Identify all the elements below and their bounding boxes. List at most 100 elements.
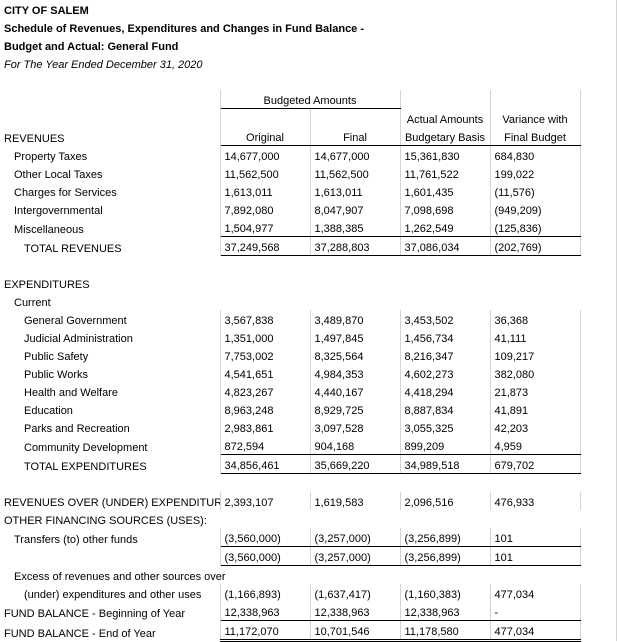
spreadsheet: CITY OF SALEMSchedule of Revenues, Expen… — [0, 0, 617, 642]
cell: 1,613,011 — [220, 182, 310, 200]
cell: 899,209 — [400, 436, 490, 455]
cell: 2,096,516 — [400, 492, 490, 510]
cell: 1,613,011 — [310, 182, 400, 200]
cell: 41,891 — [490, 400, 580, 418]
cell: 34,856,461 — [220, 455, 310, 474]
revenue-row: Other Local Taxes — [0, 164, 220, 182]
cell: 2,983,861 — [220, 418, 310, 436]
final-header: Final — [310, 127, 400, 146]
cell: 15,361,830 — [400, 146, 490, 165]
cell: 1,388,385 — [310, 218, 400, 237]
cell: 4,959 — [490, 436, 580, 455]
cell: (1,166,893) — [220, 584, 310, 602]
cell: 3,489,870 — [310, 310, 400, 328]
cell: 101 — [490, 547, 580, 566]
cell: (125,836) — [490, 218, 580, 237]
cell: 11,562,500 — [220, 164, 310, 182]
cell: (3,257,000) — [310, 547, 400, 566]
cell: 109,217 — [490, 346, 580, 364]
cell: 1,504,977 — [220, 218, 310, 237]
cell: 42,203 — [490, 418, 580, 436]
cell: (3,560,000) — [220, 528, 310, 547]
cell: (949,209) — [490, 200, 580, 218]
cell: 7,753,002 — [220, 346, 310, 364]
cell: 21,873 — [490, 382, 580, 400]
cell: 14,677,000 — [220, 146, 310, 165]
expenditure-row: Judicial Administration — [0, 328, 220, 346]
cell: 35,669,220 — [310, 455, 400, 474]
cell: (3,256,899) — [400, 528, 490, 547]
cell: 3,453,502 — [400, 310, 490, 328]
expenditure-row: Health and Welfare — [0, 382, 220, 400]
cell: 199,022 — [490, 164, 580, 182]
cell: 8,047,907 — [310, 200, 400, 218]
cell: 7,098,698 — [400, 200, 490, 218]
variance-header-1: Variance with — [490, 109, 580, 128]
cell: 34,989,518 — [400, 455, 490, 474]
cell: 101 — [490, 528, 580, 547]
cell: 4,823,267 — [220, 382, 310, 400]
cell: 37,086,034 — [400, 237, 490, 256]
revenue-row: Miscellaneous — [0, 218, 220, 237]
excess-row: (under) expenditures and other uses — [0, 584, 220, 602]
cell: 477,034 — [490, 621, 580, 641]
cell: 37,249,568 — [220, 237, 310, 256]
cell: 8,216,347 — [400, 346, 490, 364]
cell: 11,178,580 — [400, 621, 490, 641]
expenditure-row: Public Safety — [0, 346, 220, 364]
cell: (1,637,417) — [310, 584, 400, 602]
cell: 679,702 — [490, 455, 580, 474]
cell: 1,601,435 — [400, 182, 490, 200]
financial-table: CITY OF SALEMSchedule of Revenues, Expen… — [0, 0, 617, 642]
cell: 1,619,583 — [310, 492, 400, 510]
rev-over-exp: REVENUES OVER (UNDER) EXPENDITURES — [0, 492, 220, 510]
cell: 4,602,273 — [400, 364, 490, 382]
cell: 1,456,734 — [400, 328, 490, 346]
expenditure-row: Education — [0, 400, 220, 418]
cell: (1,160,383) — [400, 584, 490, 602]
cell: 8,887,834 — [400, 400, 490, 418]
cell: 14,677,000 — [310, 146, 400, 165]
excess-line-1: Excess of revenues and other sources ove… — [0, 566, 617, 585]
cell: (3,257,000) — [310, 528, 400, 547]
cell: 12,338,963 — [310, 602, 400, 621]
cell: 3,097,528 — [310, 418, 400, 436]
cell: 8,929,725 — [310, 400, 400, 418]
transfers-row: Transfers (to) other funds — [0, 528, 220, 547]
expenditure-row: Community Development — [0, 436, 220, 455]
revenue-row: Charges for Services — [0, 182, 220, 200]
cell: 11,562,500 — [310, 164, 400, 182]
cell: 12,338,963 — [220, 602, 310, 621]
cell: 476,933 — [490, 492, 580, 510]
total-expenditures: TOTAL EXPENDITURES — [0, 455, 220, 474]
cell: 382,080 — [490, 364, 580, 382]
expenditure-row: General Government — [0, 310, 220, 328]
cell: 11,172,070 — [220, 621, 310, 641]
cell: (11,576) — [490, 182, 580, 200]
transfers-total — [0, 547, 220, 566]
actual-header-2: Budgetary Basis — [400, 127, 490, 146]
cell: 1,262,549 — [400, 218, 490, 237]
cell: 904,168 — [310, 436, 400, 455]
actual-header-1: Actual Amounts — [400, 109, 490, 128]
current-header: Current — [0, 292, 617, 310]
cell: 4,541,651 — [220, 364, 310, 382]
cell: 37,288,803 — [310, 237, 400, 256]
original-header: Original — [220, 127, 310, 146]
cell: 4,418,294 — [400, 382, 490, 400]
total-revenues: TOTAL REVENUES — [0, 237, 220, 256]
fund-balance-end: FUND BALANCE - End of Year — [0, 621, 220, 641]
cell: (202,769) — [490, 237, 580, 256]
cell: 11,761,522 — [400, 164, 490, 182]
variance-header-2: Final Budget — [490, 127, 580, 146]
cell: 10,701,546 — [310, 621, 400, 641]
cell: 12,338,963 — [400, 602, 490, 621]
cell: 41,111 — [490, 328, 580, 346]
cell: 36,368 — [490, 310, 580, 328]
cell: 4,984,353 — [310, 364, 400, 382]
cell: 684,830 — [490, 146, 580, 165]
schedule-title-2: Budget and Actual: General Fund — [0, 36, 617, 54]
cell: 477,034 — [490, 584, 580, 602]
expenditures-header: EXPENDITURES — [0, 274, 617, 292]
cell: 1,497,845 — [310, 328, 400, 346]
